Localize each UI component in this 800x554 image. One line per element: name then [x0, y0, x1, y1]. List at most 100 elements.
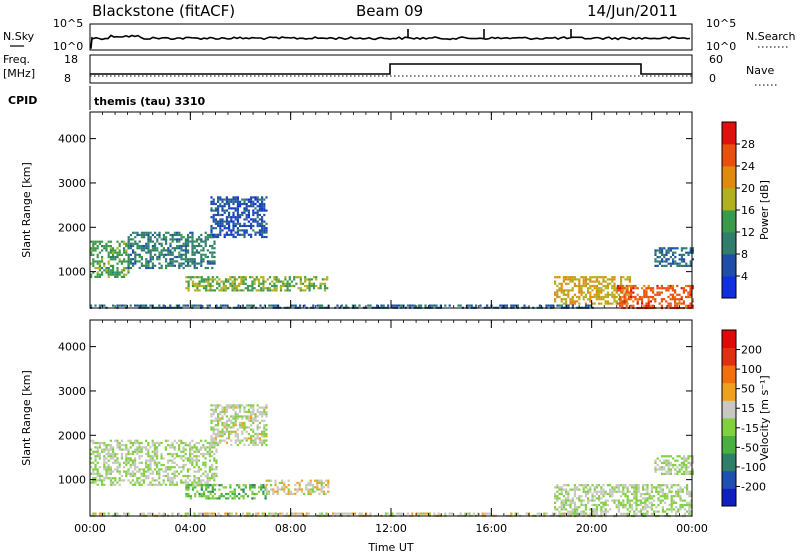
- echo-cell: [644, 492, 647, 496]
- echo-cell: [210, 207, 213, 210]
- echo-cell: [250, 235, 253, 239]
- echo-cell: [660, 298, 663, 301]
- echo-cell: [125, 459, 128, 462]
- echo-cell: [235, 284, 239, 288]
- echo-cell: [210, 415, 213, 418]
- echo-cell: [204, 266, 207, 270]
- echo-cell: [245, 410, 248, 414]
- echo-cell: [208, 444, 211, 447]
- echo-cell: [112, 256, 115, 259]
- echo-cell: [435, 304, 438, 307]
- echo-cell: [217, 512, 220, 515]
- echo-cell: [219, 229, 222, 232]
- echo-cell: [138, 304, 141, 307]
- echo-cell: [200, 488, 203, 491]
- echo-cell: [225, 410, 228, 414]
- echo-cell: [232, 202, 235, 206]
- echo-cell: [659, 501, 662, 504]
- echo-cell: [688, 495, 691, 498]
- echo-cell: [688, 512, 691, 515]
- echo-cell: [642, 497, 645, 500]
- echo-cell: [409, 304, 412, 307]
- echo-cell: [237, 304, 240, 307]
- echo-cell: [149, 472, 152, 475]
- echo-cell: [243, 200, 246, 203]
- echo-cell: [184, 512, 187, 515]
- echo-cell: [631, 484, 634, 487]
- echo-cell: [619, 289, 622, 292]
- echo-cell: [169, 479, 172, 482]
- echo-cell: [123, 444, 126, 447]
- echo-cell: [273, 289, 276, 292]
- echo-cell: [186, 474, 189, 478]
- echo-cell: [245, 213, 248, 217]
- echo-cell: [622, 484, 625, 487]
- echo-cell: [173, 446, 176, 449]
- echo-cell: [156, 455, 159, 458]
- echo-cell: [98, 269, 101, 272]
- echo-cell: [663, 459, 666, 462]
- echo-cell: [636, 300, 639, 303]
- echo-cell: [671, 287, 674, 290]
- echo-cell: [156, 457, 159, 460]
- echo-cell: [219, 432, 222, 436]
- echo-cell: [667, 247, 670, 250]
- echo-cell: [214, 220, 217, 223]
- echo-cell: [220, 287, 223, 290]
- echo-cell: [238, 282, 241, 285]
- echo-cell: [165, 258, 168, 261]
- echo-cell: [688, 510, 691, 513]
- echo-cell: [235, 287, 239, 290]
- echo-cell: [206, 233, 209, 237]
- echo-cell: [217, 209, 220, 212]
- echo-cell: [562, 499, 565, 502]
- echo-cell: [171, 240, 174, 243]
- echo-cell: [158, 251, 161, 254]
- echo-cell: [147, 251, 150, 254]
- echo-cell: [312, 287, 316, 290]
- echo-cell: [182, 468, 185, 471]
- echo-cell: [308, 282, 311, 285]
- echo-cell: [444, 304, 447, 307]
- echo-cell: [252, 413, 255, 416]
- echo-cell: [580, 510, 583, 513]
- echo-cell: [598, 287, 601, 290]
- echo-cell: [178, 240, 181, 243]
- echo-cell: [227, 497, 230, 500]
- echo-cell: [625, 291, 628, 294]
- echo-cell: [265, 479, 268, 482]
- echo-cell: [274, 490, 277, 493]
- echo-cell: [556, 293, 559, 296]
- echo-cell: [602, 510, 605, 513]
- echo-cell: [90, 452, 93, 456]
- echo-cell: [186, 457, 189, 460]
- echo-cell: [171, 479, 174, 482]
- echo-cell: [223, 224, 226, 228]
- echo-cell: [284, 284, 287, 288]
- echo-cell: [547, 304, 550, 307]
- echo-cell: [604, 508, 607, 511]
- echo-cell: [145, 461, 148, 464]
- echo-cell: [582, 503, 585, 507]
- echo-cell: [193, 477, 196, 480]
- echo-cell: [593, 495, 596, 498]
- echo-cell: [178, 446, 181, 449]
- echo-cell: [628, 503, 631, 507]
- echo-cell: [147, 452, 150, 456]
- echo-cell: [606, 302, 609, 305]
- echo-cell: [178, 466, 181, 469]
- echo-cell: [650, 490, 653, 493]
- echo-cell: [582, 280, 585, 283]
- echo-cell: [661, 492, 664, 496]
- echo-cell: [254, 419, 257, 422]
- echo-region: [265, 479, 330, 495]
- echo-cell: [674, 300, 677, 303]
- echo-cell: [667, 262, 670, 265]
- echo-cell: [255, 512, 258, 515]
- echo-cell: [318, 479, 321, 482]
- echo-cell: [691, 470, 694, 473]
- echo-cell: [149, 249, 152, 252]
- echo-cell: [140, 483, 143, 486]
- echo-cell: [626, 287, 629, 290]
